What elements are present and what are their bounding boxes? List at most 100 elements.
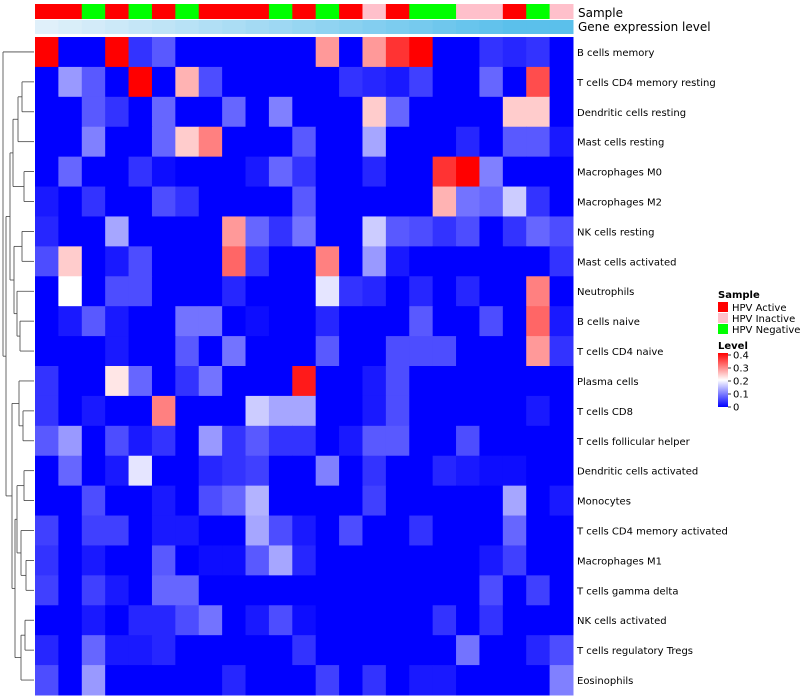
heatmap-cell: [198, 605, 223, 636]
heatmap-cell: [339, 186, 363, 217]
heatmap-cell: [105, 366, 130, 397]
heatmap-cell: [479, 276, 504, 307]
heatmap-cell: [105, 37, 130, 68]
heatmap-cell: [479, 306, 504, 337]
expression-annotation-cell: [385, 20, 410, 34]
heatmap-cell: [409, 485, 434, 517]
heatmap-cell: [432, 635, 457, 666]
heatmap-cell: [502, 665, 527, 696]
expression-annotation-cell: [502, 20, 527, 34]
heatmap-cell: [526, 395, 551, 427]
row-label: Plasma cells: [577, 377, 639, 388]
heatmap-cell: [35, 96, 59, 128]
heatmap-cell: [362, 395, 387, 427]
heatmap-cell: [128, 276, 153, 307]
heatmap-cell: [198, 276, 223, 307]
heatmap-cell: [222, 485, 247, 517]
heatmap-cell: [81, 37, 106, 68]
heatmap-cell: [362, 515, 387, 546]
heatmap-cell: [128, 216, 153, 247]
heatmap-cell: [222, 635, 247, 666]
expression-annotation-cell: [479, 20, 504, 34]
heatmap-cell: [128, 66, 153, 98]
heatmap-cell: [456, 246, 480, 277]
heatmap-cell: [151, 66, 176, 98]
heatmap-cell: [105, 246, 130, 277]
row-label: B cells memory: [577, 48, 654, 59]
heatmap-cell: [245, 246, 270, 277]
heatmap-cell: [409, 605, 434, 636]
heatmap-cell: [245, 485, 270, 517]
heatmap-cell: [198, 635, 223, 666]
heatmap-cell: [222, 306, 247, 337]
heatmap-cell: [58, 186, 83, 217]
expression-annotation-cell: [292, 20, 317, 34]
heatmap-cell: [245, 635, 270, 666]
sample-annotation-cell: [245, 4, 270, 19]
heatmap-cell: [315, 66, 340, 98]
heatmap-cell: [549, 37, 574, 68]
expression-annotation-cell: [198, 20, 223, 34]
heatmap-cell: [339, 515, 363, 546]
heatmap-cell: [81, 336, 106, 367]
heatmap-cell: [35, 665, 59, 696]
heatmap-cell: [409, 216, 434, 247]
heatmap-cell: [339, 37, 363, 68]
sample-annotation-cell: [151, 4, 176, 19]
sample-track-label: Sample: [578, 6, 623, 20]
heatmap-cell: [456, 156, 480, 188]
heatmap-cell: [198, 96, 223, 128]
heatmap-cell: [479, 635, 504, 666]
heatmap-cell: [105, 306, 130, 337]
heatmap-cell: [35, 575, 59, 606]
heatmap-cell: [245, 276, 270, 307]
row-label: Macrophages M0: [577, 168, 662, 179]
heatmap-cell: [526, 575, 551, 606]
heatmap-cell: [339, 395, 363, 427]
heatmap-cell: [432, 156, 457, 188]
heatmap-cell: [58, 455, 83, 487]
heatmap-cell: [409, 246, 434, 277]
heatmap-cell: [502, 126, 527, 158]
heatmap-cell: [479, 485, 504, 517]
heatmap-cell: [479, 455, 504, 487]
heatmap-cell: [362, 96, 387, 128]
heatmap-cell: [385, 216, 410, 247]
heatmap-cell: [432, 485, 457, 517]
heatmap-cell: [409, 455, 434, 487]
heatmap-cell: [35, 366, 59, 397]
heatmap-cell: [128, 545, 153, 576]
heatmap-cell: [315, 515, 340, 546]
expression-annotation-cell: [35, 20, 59, 34]
heatmap-cell: [128, 665, 153, 696]
heatmap-cell: [198, 395, 223, 427]
heatmap-cell: [105, 126, 130, 158]
expression-annotation-cell: [175, 20, 200, 34]
expression-annotation-cell: [58, 20, 83, 34]
legend-level-ticks: 0.4 0.3 0.2 0.1 0: [728, 351, 749, 414]
heatmap-cell: [526, 485, 551, 517]
heatmap-cell: [81, 545, 106, 576]
row-label: Macrophages M2: [577, 198, 662, 209]
heatmap-cell: [175, 425, 200, 457]
heatmap-cell: [526, 336, 551, 367]
heatmap-cell: [432, 395, 457, 427]
heatmap-cell: [549, 665, 574, 696]
heatmap-cell: [315, 485, 340, 517]
expression-annotation-cell: [409, 20, 434, 34]
heatmap-cell: [409, 126, 434, 158]
heatmap-cell: [81, 635, 106, 666]
heatmap-cell: [198, 246, 223, 277]
heatmap-cell: [409, 37, 434, 68]
heatmap-cell: [385, 366, 410, 397]
sample-annotation-cell: [81, 4, 106, 19]
heatmap-cell: [432, 515, 457, 546]
sample-annotation-cell: [315, 4, 340, 19]
heatmap-cell: [81, 126, 106, 158]
heatmap-cell: [35, 395, 59, 427]
heatmap-cell: [175, 366, 200, 397]
heatmap-cell: [502, 366, 527, 397]
heatmap-cell: [151, 306, 176, 337]
heatmap-cell: [268, 276, 293, 307]
row-label: Dendritic cells resting: [577, 108, 686, 119]
